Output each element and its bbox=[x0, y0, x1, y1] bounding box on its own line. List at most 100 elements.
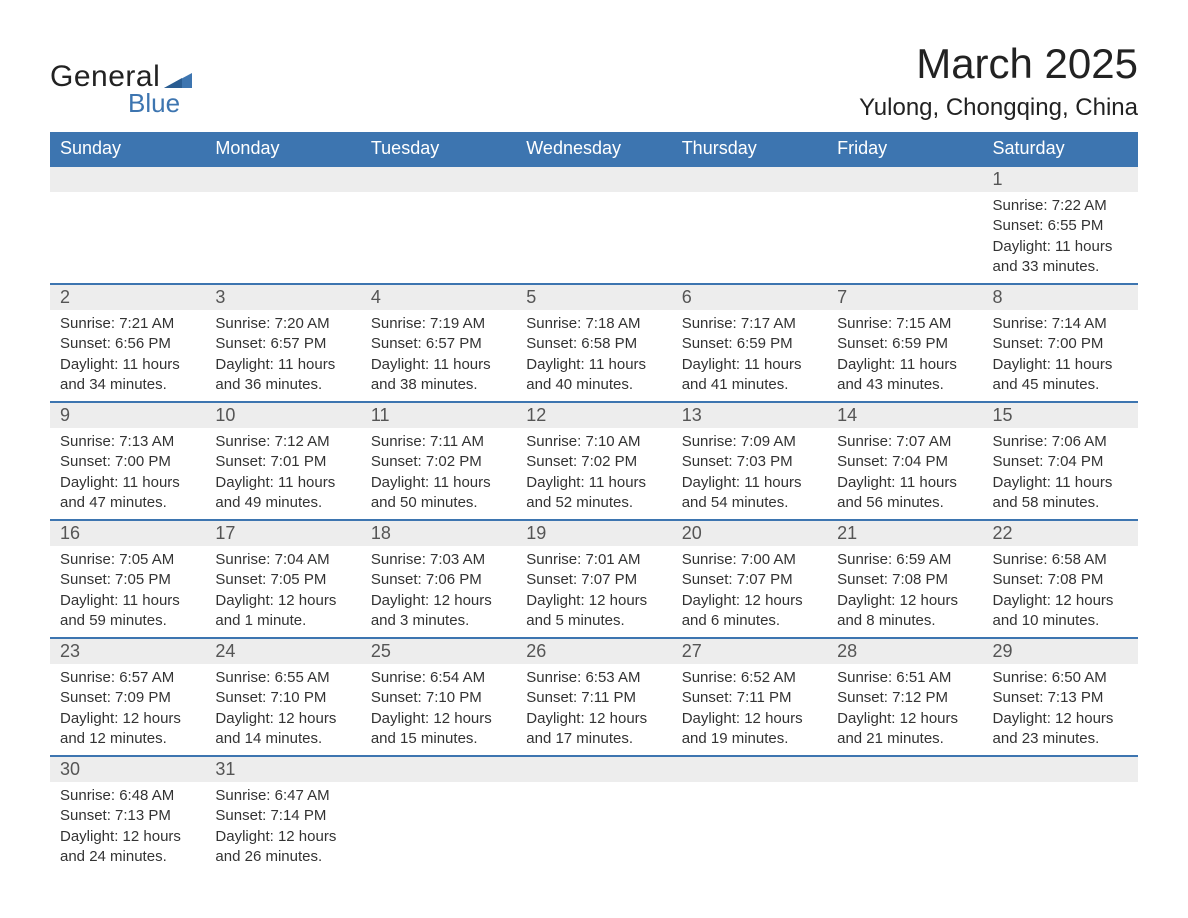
detail-line: Sunrise: 6:47 AM bbox=[215, 786, 350, 806]
detail-line: Daylight: 11 hours bbox=[371, 355, 506, 375]
detail-line: Sunrise: 7:09 AM bbox=[682, 432, 817, 452]
day-number: 13 bbox=[672, 402, 827, 428]
detail-line: Sunrise: 7:13 AM bbox=[60, 432, 195, 452]
detail-line: Sunset: 7:05 PM bbox=[60, 570, 195, 590]
day-number bbox=[983, 756, 1138, 782]
detail-line: Sunset: 7:04 PM bbox=[993, 452, 1128, 472]
day-number bbox=[827, 756, 982, 782]
day-details bbox=[827, 192, 982, 284]
detail-line: Sunset: 7:04 PM bbox=[837, 452, 972, 472]
detail-line: and 5 minutes. bbox=[526, 611, 661, 631]
detail-line: Daylight: 12 hours bbox=[371, 591, 506, 611]
detail-line: Sunrise: 7:20 AM bbox=[215, 314, 350, 334]
day-details bbox=[516, 192, 671, 284]
detail-line: Sunset: 6:59 PM bbox=[837, 334, 972, 354]
detail-line: Daylight: 11 hours bbox=[215, 473, 350, 493]
detail-line: Sunset: 7:08 PM bbox=[837, 570, 972, 590]
detail-line: Sunrise: 7:05 AM bbox=[60, 550, 195, 570]
flag-icon bbox=[164, 70, 192, 88]
weekday-header: Sunday bbox=[50, 132, 205, 166]
detail-line: Sunrise: 7:15 AM bbox=[837, 314, 972, 334]
detail-line: Sunrise: 7:22 AM bbox=[993, 196, 1128, 216]
detail-line: Daylight: 11 hours bbox=[837, 473, 972, 493]
weekday-header: Monday bbox=[205, 132, 360, 166]
detail-line: Sunset: 7:07 PM bbox=[682, 570, 817, 590]
day-number bbox=[205, 166, 360, 192]
day-details: Sunrise: 6:48 AMSunset: 7:13 PMDaylight:… bbox=[50, 782, 205, 873]
day-details bbox=[205, 192, 360, 284]
detail-line: and 21 minutes. bbox=[837, 729, 972, 749]
detail-line: and 38 minutes. bbox=[371, 375, 506, 395]
detail-line: and 41 minutes. bbox=[682, 375, 817, 395]
day-number: 26 bbox=[516, 638, 671, 664]
day-number: 23 bbox=[50, 638, 205, 664]
day-number bbox=[672, 166, 827, 192]
detail-line: Sunset: 7:10 PM bbox=[371, 688, 506, 708]
detail-line: and 45 minutes. bbox=[993, 375, 1128, 395]
detail-line: and 49 minutes. bbox=[215, 493, 350, 513]
detail-line: Sunset: 7:10 PM bbox=[215, 688, 350, 708]
detail-line: and 3 minutes. bbox=[371, 611, 506, 631]
detail-line: Daylight: 12 hours bbox=[215, 591, 350, 611]
day-number: 15 bbox=[983, 402, 1138, 428]
day-number: 5 bbox=[516, 284, 671, 310]
weekday-header: Wednesday bbox=[516, 132, 671, 166]
day-number: 10 bbox=[205, 402, 360, 428]
day-details: Sunrise: 7:06 AMSunset: 7:04 PMDaylight:… bbox=[983, 428, 1138, 520]
detail-line: Sunrise: 6:53 AM bbox=[526, 668, 661, 688]
day-number bbox=[516, 756, 671, 782]
detail-line: Sunset: 7:13 PM bbox=[993, 688, 1128, 708]
detail-line: Daylight: 11 hours bbox=[60, 355, 195, 375]
day-number: 29 bbox=[983, 638, 1138, 664]
detail-line: Daylight: 11 hours bbox=[215, 355, 350, 375]
detail-line: Daylight: 12 hours bbox=[60, 709, 195, 729]
weekday-header: Thursday bbox=[672, 132, 827, 166]
detail-line: Daylight: 12 hours bbox=[215, 827, 350, 847]
location: Yulong, Chongqing, China bbox=[859, 94, 1138, 122]
detail-line: Sunrise: 7:00 AM bbox=[682, 550, 817, 570]
day-details bbox=[361, 782, 516, 873]
day-details: Sunrise: 7:14 AMSunset: 7:00 PMDaylight:… bbox=[983, 310, 1138, 402]
detail-line: Daylight: 12 hours bbox=[993, 591, 1128, 611]
detail-line: Daylight: 12 hours bbox=[837, 591, 972, 611]
detail-line: Sunrise: 6:52 AM bbox=[682, 668, 817, 688]
detail-line: Sunset: 6:57 PM bbox=[371, 334, 506, 354]
day-details: Sunrise: 7:17 AMSunset: 6:59 PMDaylight:… bbox=[672, 310, 827, 402]
day-details: Sunrise: 7:00 AMSunset: 7:07 PMDaylight:… bbox=[672, 546, 827, 638]
detail-line: Sunrise: 6:50 AM bbox=[993, 668, 1128, 688]
day-number: 6 bbox=[672, 284, 827, 310]
day-details bbox=[516, 782, 671, 873]
detail-line: Sunset: 7:06 PM bbox=[371, 570, 506, 590]
day-details: Sunrise: 7:11 AMSunset: 7:02 PMDaylight:… bbox=[361, 428, 516, 520]
day-number: 3 bbox=[205, 284, 360, 310]
detail-line: Daylight: 12 hours bbox=[371, 709, 506, 729]
day-details: Sunrise: 7:07 AMSunset: 7:04 PMDaylight:… bbox=[827, 428, 982, 520]
detail-line: and 12 minutes. bbox=[60, 729, 195, 749]
detail-line: and 23 minutes. bbox=[993, 729, 1128, 749]
day-details: Sunrise: 7:05 AMSunset: 7:05 PMDaylight:… bbox=[50, 546, 205, 638]
daynum-row: 2345678 bbox=[50, 284, 1138, 310]
day-number: 27 bbox=[672, 638, 827, 664]
weekday-header: Tuesday bbox=[361, 132, 516, 166]
day-details: Sunrise: 7:03 AMSunset: 7:06 PMDaylight:… bbox=[361, 546, 516, 638]
day-number: 8 bbox=[983, 284, 1138, 310]
detail-line: Daylight: 12 hours bbox=[993, 709, 1128, 729]
detail-line: Daylight: 12 hours bbox=[682, 591, 817, 611]
day-details bbox=[827, 782, 982, 873]
day-number bbox=[361, 756, 516, 782]
day-details: Sunrise: 6:52 AMSunset: 7:11 PMDaylight:… bbox=[672, 664, 827, 756]
day-details: Sunrise: 7:20 AMSunset: 6:57 PMDaylight:… bbox=[205, 310, 360, 402]
detail-line: Daylight: 11 hours bbox=[837, 355, 972, 375]
day-number: 21 bbox=[827, 520, 982, 546]
day-details bbox=[983, 782, 1138, 873]
day-number: 28 bbox=[827, 638, 982, 664]
detail-row: Sunrise: 6:57 AMSunset: 7:09 PMDaylight:… bbox=[50, 664, 1138, 756]
detail-line: and 14 minutes. bbox=[215, 729, 350, 749]
detail-line: and 43 minutes. bbox=[837, 375, 972, 395]
detail-line: Sunrise: 6:55 AM bbox=[215, 668, 350, 688]
detail-line: Daylight: 11 hours bbox=[526, 473, 661, 493]
day-details: Sunrise: 7:01 AMSunset: 7:07 PMDaylight:… bbox=[516, 546, 671, 638]
detail-line: Sunset: 7:01 PM bbox=[215, 452, 350, 472]
detail-line: Sunrise: 7:11 AM bbox=[371, 432, 506, 452]
day-number: 11 bbox=[361, 402, 516, 428]
